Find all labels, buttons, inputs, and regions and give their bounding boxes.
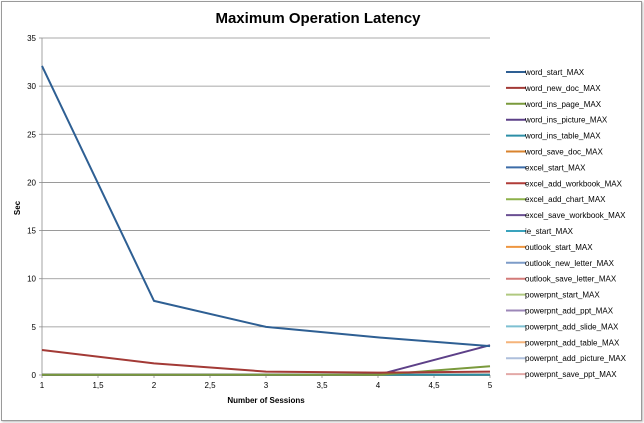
legend-label: word_save_doc_MAX	[524, 148, 603, 157]
y-tick-label: 20	[27, 178, 36, 187]
legend-label: word_ins_picture_MAX	[524, 116, 608, 125]
legend-label: word_ins_table_MAX	[524, 132, 601, 141]
x-tick-labels: 1 1,5 2 2,5 3 3,5 4 4,5 5	[40, 375, 493, 390]
x-axis-label: Number of Sessions	[227, 396, 305, 405]
legend-label: outlook_save_letter_MAX	[525, 275, 617, 284]
legend-label: excel_add_workbook_MAX	[525, 179, 623, 188]
x-tick-label: 4,5	[428, 381, 440, 390]
legend-label: powerpnt_add_ppt_MAX	[525, 307, 614, 316]
series-lines	[41, 65, 491, 376]
legend-label: outlook_new_letter_MAX	[525, 259, 615, 268]
x-tick-label: 5	[488, 381, 493, 390]
legend-label: powerpnt_save_ppt_MAX	[525, 370, 617, 379]
y-tick-labels: 0 5 10 15 20 25 30 35	[27, 34, 42, 380]
legend-label: powerpnt_start_MAX	[525, 291, 600, 300]
series-line-word_ins_page_MAX	[42, 365, 491, 376]
y-tick-label: 0	[32, 371, 37, 380]
legend-label: word_new_doc_MAX	[524, 84, 601, 93]
series-line-word_start_MAX	[41, 65, 491, 348]
legend-label: word_start_MAX	[524, 68, 585, 77]
legend-label: excel_save_workbook_MAX	[525, 211, 626, 220]
x-tick-label: 3	[264, 381, 269, 390]
y-tick-label: 35	[27, 34, 36, 43]
y-tick-label: 25	[27, 130, 36, 139]
y-tick-label: 15	[27, 227, 36, 236]
legend-label: powerpnt_add_slide_MAX	[525, 322, 619, 331]
x-tick-label: 3,5	[316, 381, 328, 390]
x-tick-label: 4	[376, 381, 381, 390]
chart-title: Maximum Operation Latency	[215, 10, 421, 27]
x-tick-label: 1,5	[92, 381, 104, 390]
legend-label: excel_start_MAX	[525, 163, 586, 172]
legend: word_start_MAX word_new_doc_MAX word_ins_p…	[506, 68, 627, 379]
y-tick-label: 10	[27, 275, 36, 284]
y-tick-label: 30	[27, 82, 36, 91]
x-tick-label: 2,5	[204, 381, 216, 390]
y-axis-label: Sec	[13, 200, 22, 215]
legend-label: excel_add_chart_MAX	[525, 195, 606, 204]
legend-label: powerpnt_add_table_MAX	[525, 338, 620, 347]
x-tick-label: 1	[40, 381, 45, 390]
series-line-word_new_doc_MAX	[41, 349, 491, 374]
legend-label: word_ins_page_MAX	[524, 100, 602, 109]
legend-label: ie_start_MAX	[525, 227, 574, 236]
series-line-word_ins_picture_MAX	[42, 344, 491, 376]
x-tick-label: 2	[152, 381, 157, 390]
legend-label: powerpnt_add_picture_MAX	[525, 354, 627, 363]
y-tick-label: 5	[32, 323, 37, 332]
legend-label: outlook_start_MAX	[525, 243, 593, 252]
